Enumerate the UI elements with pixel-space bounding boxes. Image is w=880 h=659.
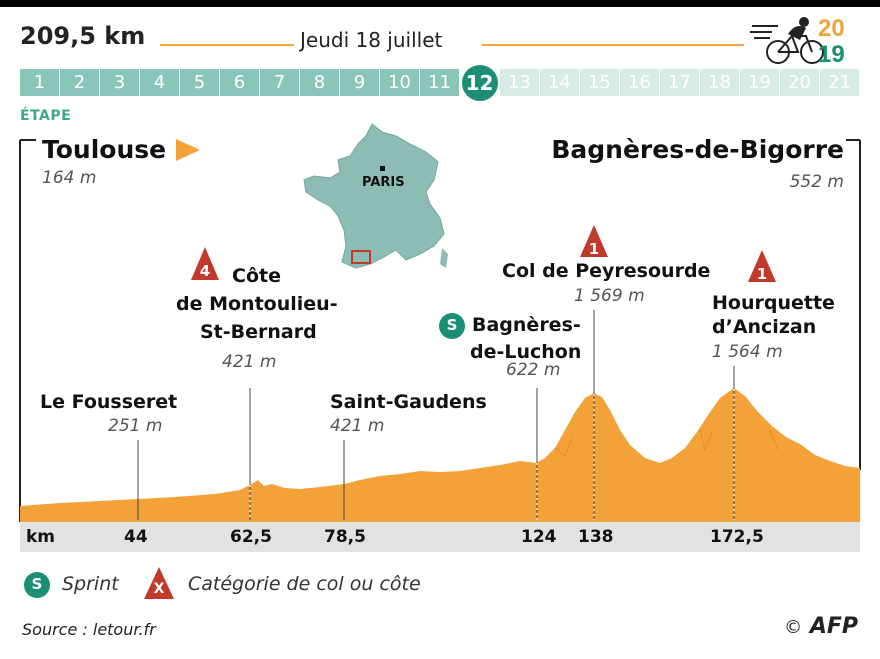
start-altitude: 164 m — [42, 168, 97, 188]
stage-number: 21 — [820, 69, 860, 96]
stage-number: 17 — [660, 69, 700, 96]
stage-number: 15 — [580, 69, 620, 96]
agency-name: AFP — [809, 614, 858, 639]
peyresourde-altitude: 1 569 m — [574, 286, 645, 306]
km-tick-78-5: 78,5 — [324, 527, 366, 547]
climb-cat-1-ancizan-icon — [748, 250, 776, 282]
km-tick-172-5: 172,5 — [710, 527, 764, 547]
stage-label: ÉTAPE — [20, 108, 72, 124]
stage-number: 9 — [340, 69, 380, 96]
paris-label: PARIS — [362, 175, 405, 190]
stage-number-strip: 1 2 3 4 5 6 7 8 9 10 11 12 13 14 15 16 1… — [20, 62, 860, 103]
finish-altitude: 552 m — [789, 172, 844, 192]
stage-date: Jeudi 18 juillet — [300, 28, 443, 52]
ancizan-name-1: Hourquette — [712, 292, 835, 314]
peyresourde-name: Col de Peyresourde — [502, 260, 711, 282]
legend-sprint-letter: S — [31, 575, 43, 593]
km-tick-138: 138 — [578, 527, 614, 547]
stage-number: 18 — [700, 69, 740, 96]
year-top: 20 — [818, 15, 845, 42]
legend-climb-icon — [144, 567, 174, 599]
stage-number: 20 — [780, 69, 820, 96]
start-city: Toulouse — [42, 135, 167, 164]
km-tick-62-5: 62,5 — [230, 527, 272, 547]
stage-number: 8 — [300, 69, 340, 96]
legend-climb-label: Catégorie de col ou côte — [188, 573, 421, 595]
legend-sprint-icon — [24, 572, 50, 598]
current-stage: 12 — [459, 62, 500, 103]
le-fousseret-name: Le Fousseret — [40, 391, 178, 413]
stage-number: 4 — [140, 69, 180, 96]
luchon-name-2: de-Luchon — [470, 341, 582, 363]
saint-gaudens-altitude: 421 m — [330, 416, 385, 436]
montoulieu-altitude: 421 m — [222, 352, 277, 372]
stage-location-marker — [351, 250, 371, 264]
stage-number: 2 — [60, 69, 100, 96]
legend-climb-letter: X — [153, 581, 165, 597]
stage-number: 19 — [740, 69, 780, 96]
stage-distance: 209,5 km — [20, 22, 146, 50]
legend-sprint-label: Sprint — [62, 573, 119, 595]
france-map-icon — [303, 123, 448, 269]
sprint-label: S — [446, 316, 458, 334]
climb-cat-4-label: 4 — [199, 262, 211, 280]
header-rule-right — [482, 44, 744, 46]
agency-logo: © AFP — [784, 614, 858, 639]
stage-number: 7 — [260, 69, 300, 96]
montoulieu-name-1: Côte — [232, 265, 281, 287]
climb-cat-1-peyresourde-icon — [580, 225, 608, 257]
ancizan-name-2: d’Ancizan — [712, 316, 817, 338]
km-tick-44: 44 — [124, 527, 148, 547]
stage-number: 14 — [540, 69, 580, 96]
year-bottom: 19 — [818, 41, 845, 68]
stage-number: 16 — [620, 69, 660, 96]
copyright-symbol: © — [784, 617, 803, 638]
stage-number: 5 — [180, 69, 220, 96]
profile-graphic — [19, 139, 861, 522]
finish-city: Bagnères-de-Bigorre — [551, 135, 844, 164]
saint-gaudens-name: Saint-Gaudens — [330, 391, 487, 413]
km-tick-124: 124 — [521, 527, 557, 547]
header-rule-left — [160, 44, 294, 46]
climb-cat-1-peyresourde-label: 1 — [588, 240, 600, 258]
elevation-profile — [20, 388, 860, 522]
luchon-altitude: 622 m — [506, 360, 561, 380]
top-bar — [0, 0, 880, 7]
km-axis-bar — [20, 522, 860, 552]
luchon-name-1: Bagnères- — [472, 314, 581, 336]
stage-number: 6 — [220, 69, 260, 96]
le-fousseret-altitude: 251 m — [108, 416, 163, 436]
cyclist-logo-icon: 20 19 — [750, 15, 845, 68]
climb-cat-1-ancizan-label: 1 — [756, 265, 768, 283]
climb-cat-4-icon — [191, 247, 219, 280]
km-axis-label: km — [26, 527, 56, 547]
stage-number: 3 — [100, 69, 140, 96]
ancizan-altitude: 1 564 m — [712, 342, 783, 362]
stage-number: 13 — [500, 69, 540, 96]
stage-number: 1 — [20, 69, 60, 96]
montoulieu-name-3: St-Bernard — [200, 321, 317, 343]
stage-number: 10 — [380, 69, 420, 96]
source-credit: Source : letour.fr — [22, 620, 156, 639]
sprint-icon — [439, 313, 465, 339]
current-stage-badge: 12 — [459, 62, 500, 103]
montoulieu-name-2: de Montoulieu- — [176, 293, 338, 315]
start-arrow-icon — [176, 139, 200, 161]
